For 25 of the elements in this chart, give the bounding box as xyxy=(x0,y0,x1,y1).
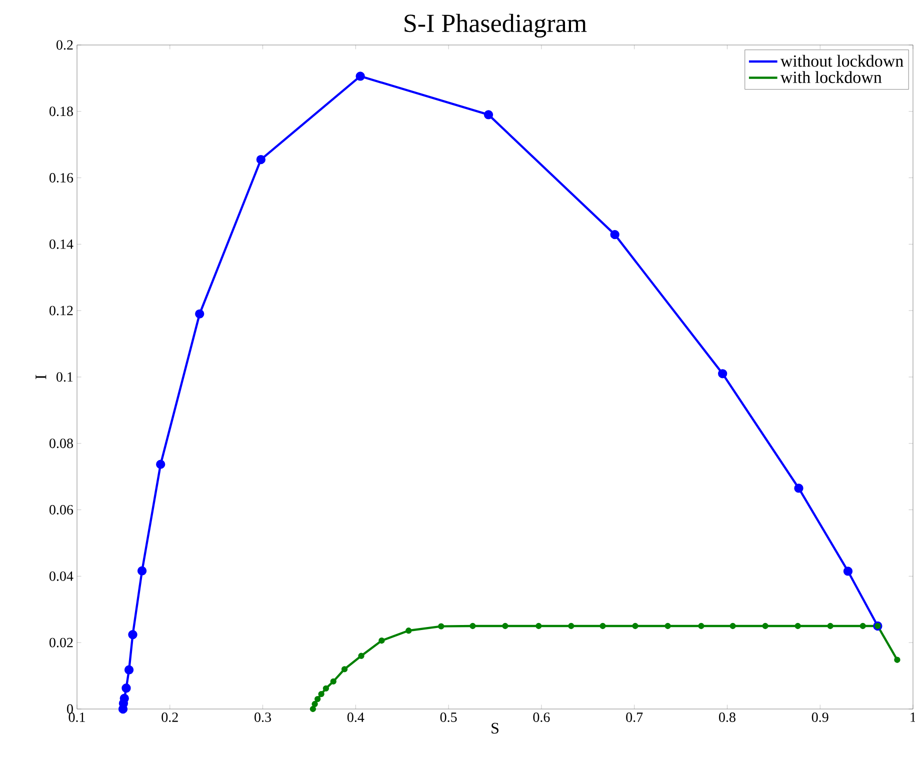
x-tick-label: 0.2 xyxy=(162,712,178,722)
x-tick-label: 0.3 xyxy=(254,712,271,722)
y-tick-label: 0.14 xyxy=(50,239,74,249)
y-tick-label: 0.2 xyxy=(56,40,73,50)
chart-title: S-I Phasediagram xyxy=(404,14,587,38)
legend-label: with lockdown xyxy=(780,71,882,84)
y-tick-label: 0.16 xyxy=(50,173,74,183)
y-axis-title: I xyxy=(36,374,46,380)
x-tick-label: 0.4 xyxy=(347,712,364,722)
x-tick-label: 0.8 xyxy=(719,712,736,722)
x-axis-title: S xyxy=(492,722,498,734)
y-tick-label: 0.18 xyxy=(50,106,73,116)
y-tick-label: 0.04 xyxy=(50,571,74,581)
y-tick-label: 0.1 xyxy=(56,372,73,382)
legend-label: without lockdown xyxy=(780,54,904,67)
x-tick-label: 0.1 xyxy=(68,712,85,722)
y-tick-label: 0.08 xyxy=(50,438,73,448)
x-tick-label: 0.9 xyxy=(812,712,828,722)
x-tick-label: 0.7 xyxy=(626,712,643,722)
x-tick-label: 0.6 xyxy=(533,712,550,722)
y-tick-label: 0.12 xyxy=(50,306,73,316)
x-tick-label: 0.5 xyxy=(440,712,457,722)
y-tick-label: 0.02 xyxy=(50,638,73,648)
y-tick-label: 0 xyxy=(67,704,73,714)
y-tick-label: 0.06 xyxy=(50,505,74,515)
